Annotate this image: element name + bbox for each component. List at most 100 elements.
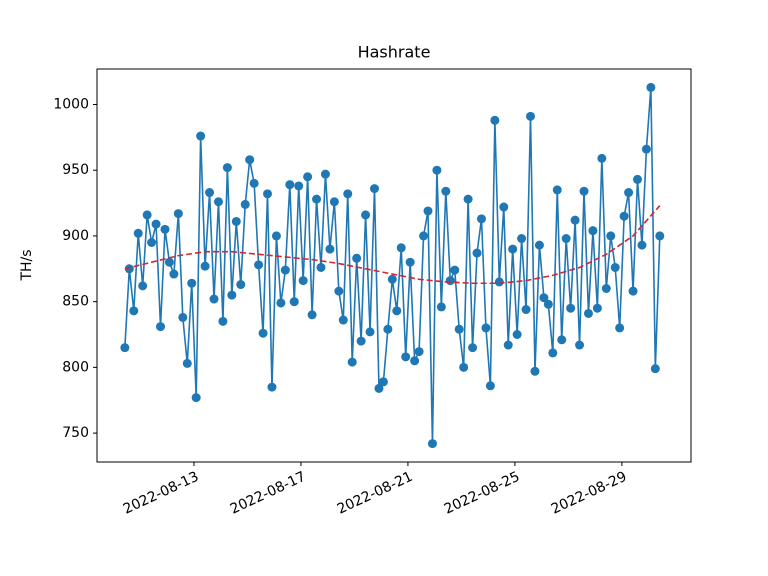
data-point — [637, 240, 647, 250]
data-point — [481, 323, 491, 333]
data-point — [655, 231, 665, 241]
data-point — [610, 262, 620, 272]
data-point — [494, 277, 504, 287]
data-point — [222, 163, 232, 173]
data-point — [619, 211, 629, 221]
data-point — [517, 234, 527, 244]
plot-frame — [96, 68, 692, 463]
x-tick-label: 2022-08-29 — [549, 469, 630, 518]
data-point — [312, 194, 322, 204]
data-point — [294, 181, 304, 191]
data-point — [490, 115, 500, 125]
data-point — [254, 260, 264, 270]
data-point — [347, 357, 357, 367]
data-point — [151, 219, 161, 229]
data-point — [187, 278, 197, 288]
data-point — [552, 185, 562, 195]
x-tick-label: 2022-08-17 — [228, 469, 309, 518]
y-tick-label: 900 — [62, 228, 89, 244]
data-point — [361, 210, 371, 220]
data-point — [401, 352, 411, 362]
data-point — [245, 155, 255, 165]
data-point — [164, 257, 174, 267]
data-point — [410, 356, 420, 366]
data-point — [592, 303, 602, 313]
data-point — [526, 111, 536, 121]
data-point — [374, 383, 384, 393]
data-point — [570, 215, 580, 225]
data-point — [169, 269, 179, 279]
data-point — [583, 308, 593, 318]
data-point — [557, 335, 567, 345]
data-point — [138, 281, 148, 291]
data-point — [129, 306, 139, 316]
data-point — [378, 377, 388, 387]
data-point — [508, 244, 518, 254]
data-point — [419, 231, 429, 241]
data-point — [512, 330, 522, 340]
data-point — [218, 316, 228, 326]
data-point — [476, 214, 486, 224]
chart-title: Hashrate — [358, 43, 431, 62]
data-point — [133, 228, 143, 238]
data-point — [356, 336, 366, 346]
data-point — [182, 358, 192, 368]
y-tick-label: 850 — [62, 294, 89, 310]
data-point — [463, 194, 473, 204]
data-point — [196, 131, 206, 141]
data-point — [320, 169, 330, 179]
data-point — [624, 188, 634, 198]
data-point — [548, 348, 558, 358]
data-point — [325, 244, 335, 254]
data-point — [414, 347, 424, 357]
data-point — [271, 231, 281, 241]
data-point — [472, 248, 482, 258]
data-point — [650, 364, 660, 374]
data-point — [383, 324, 393, 334]
data-point — [601, 284, 611, 294]
data-point — [392, 306, 402, 316]
data-point — [200, 261, 210, 271]
data-point — [566, 303, 576, 313]
data-point — [423, 206, 433, 216]
data-point — [236, 280, 246, 290]
data-point — [485, 381, 495, 391]
data-point — [329, 197, 339, 207]
data-point — [561, 234, 571, 244]
y-tick-label: 750 — [62, 425, 89, 441]
data-point — [641, 144, 651, 154]
data-point — [396, 243, 406, 253]
data-point — [120, 343, 130, 353]
data-point — [615, 323, 625, 333]
data-point — [147, 237, 157, 247]
data-point — [334, 286, 344, 296]
data-point — [343, 189, 353, 199]
data-point — [263, 189, 273, 199]
data-point — [289, 297, 299, 307]
data-point — [454, 324, 464, 334]
data-point — [178, 312, 188, 322]
data-point — [628, 286, 638, 296]
data-point — [633, 174, 643, 184]
data-point — [316, 262, 326, 272]
data-point — [124, 264, 134, 274]
data-point — [405, 257, 415, 267]
data-point — [231, 216, 241, 226]
data-point — [432, 165, 442, 175]
data-point — [521, 305, 531, 315]
data-point — [267, 382, 277, 392]
data-point — [646, 82, 656, 92]
x-tick-label: 2022-08-21 — [335, 469, 416, 518]
data-point — [258, 328, 268, 338]
data-point — [441, 186, 451, 196]
data-point — [213, 197, 223, 207]
data-point — [459, 362, 469, 372]
data-point — [579, 186, 589, 196]
data-point — [209, 294, 219, 304]
y-axis-label: TH/s — [19, 249, 35, 281]
data-point — [543, 299, 553, 309]
data-point — [303, 172, 313, 182]
data-point — [427, 439, 437, 449]
y-tick-label: 1000 — [53, 96, 89, 112]
data-point — [365, 327, 375, 337]
